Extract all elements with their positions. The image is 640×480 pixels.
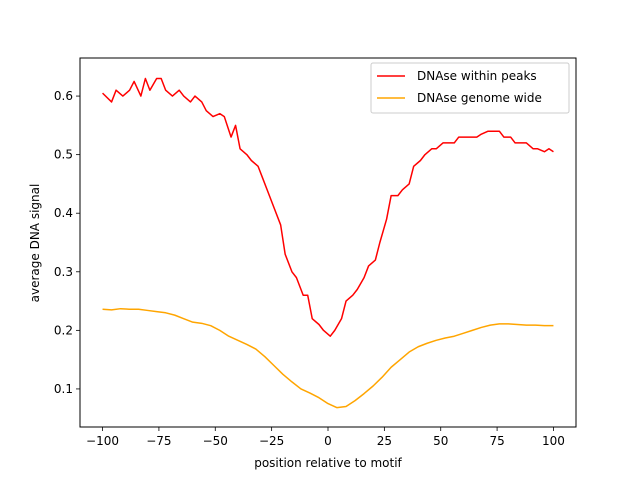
- y-tick-label: 0.1: [54, 382, 73, 396]
- x-tick-label: −75: [146, 434, 171, 448]
- x-tick-label: 50: [433, 434, 448, 448]
- x-tick-label: 75: [489, 434, 504, 448]
- x-tick-label: −100: [86, 434, 119, 448]
- y-tick-label: 0.3: [54, 265, 73, 279]
- legend-label-dnase-genome-wide: DNAse genome wide: [417, 91, 542, 105]
- x-tick-label: 0: [324, 434, 332, 448]
- y-axis-label: average DNA signal: [28, 184, 42, 303]
- y-tick-label: 0.5: [54, 148, 73, 162]
- y-tick-label: 0.2: [54, 323, 73, 337]
- series-layer: [102, 77, 554, 409]
- x-tick-label: 25: [377, 434, 392, 448]
- y-tick-label: 0.4: [54, 206, 73, 220]
- legend-box: [370, 62, 570, 114]
- y-axis-ticks: 0.1 0.2 0.3 0.4 0.5 0.6: [54, 89, 80, 396]
- legend: DNAse within peaks DNAse genome wide: [370, 62, 570, 114]
- series-line-dnase-genome-wide: [102, 307, 554, 409]
- x-tick-label: 100: [542, 434, 565, 448]
- series-line-dnase-within-peaks: [102, 77, 554, 337]
- x-tick-label: −25: [259, 434, 284, 448]
- x-axis-label: position relative to motif: [254, 456, 402, 470]
- x-axis-ticks: −100 −75 −50 −25 0 25 50 75 100: [86, 427, 565, 448]
- legend-label-dnase-within-peaks: DNAse within peaks: [417, 69, 537, 83]
- x-tick-label: −50: [203, 434, 228, 448]
- y-tick-label: 0.6: [54, 89, 73, 103]
